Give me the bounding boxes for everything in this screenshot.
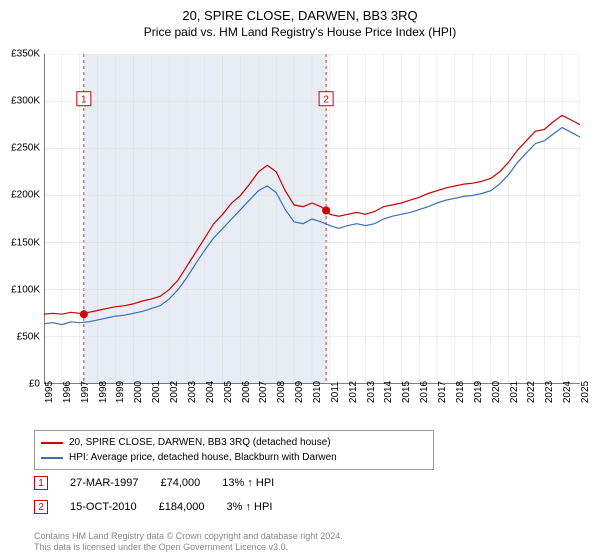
footer-line-2: This data is licensed under the Open Gov… xyxy=(34,542,343,554)
x-tick-label: 2003 xyxy=(187,381,198,403)
x-tick-label: 2019 xyxy=(473,381,484,403)
x-tick-label: 2008 xyxy=(276,381,287,403)
chart-title: 20, SPIRE CLOSE, DARWEN, BB3 3RQ xyxy=(0,0,600,23)
y-tick-label: £300K xyxy=(11,96,40,107)
sale-delta-1: 13% ↑ HPI xyxy=(222,477,274,489)
x-tick-label: 2005 xyxy=(223,381,234,403)
x-tick-label: 2024 xyxy=(562,381,573,403)
x-tick-label: 2025 xyxy=(580,381,591,403)
y-axis-labels: £0£50K£100K£150K£200K£250K£300K£350K xyxy=(0,54,44,384)
footer: Contains HM Land Registry data © Crown c… xyxy=(34,531,343,554)
x-tick-label: 1997 xyxy=(80,381,91,403)
x-tick-label: 2020 xyxy=(491,381,502,403)
legend-row-2: HPI: Average price, detached house, Blac… xyxy=(41,450,427,465)
x-tick-label: 2004 xyxy=(205,381,216,403)
x-tick-label: 2022 xyxy=(526,381,537,403)
sale-row-2: 2 15-OCT-2010 £184,000 3% ↑ HPI xyxy=(34,500,272,514)
chart-svg: 12 xyxy=(44,54,580,384)
x-tick-label: 2013 xyxy=(366,381,377,403)
x-tick-label: 2014 xyxy=(383,381,394,403)
x-tick-label: 1996 xyxy=(62,381,73,403)
y-tick-label: £150K xyxy=(11,237,40,248)
x-tick-label: 2009 xyxy=(294,381,305,403)
x-tick-label: 2023 xyxy=(544,381,555,403)
y-tick-label: £0 xyxy=(29,379,40,390)
x-tick-label: 2012 xyxy=(348,381,359,403)
legend-label-1: 20, SPIRE CLOSE, DARWEN, BB3 3RQ (detach… xyxy=(69,435,331,450)
svg-text:2: 2 xyxy=(323,95,329,106)
x-tick-label: 2007 xyxy=(258,381,269,403)
x-tick-label: 2010 xyxy=(312,381,323,403)
svg-text:1: 1 xyxy=(81,95,87,106)
x-tick-label: 2011 xyxy=(330,381,341,403)
chart-container: 20, SPIRE CLOSE, DARWEN, BB3 3RQ Price p… xyxy=(0,0,600,560)
y-tick-label: £350K xyxy=(11,49,40,60)
sale-price-1: £74,000 xyxy=(160,477,200,489)
x-tick-label: 2001 xyxy=(151,381,162,403)
sale-row-1: 1 27-MAR-1997 £74,000 13% ↑ HPI xyxy=(34,476,274,490)
x-tick-label: 2006 xyxy=(241,381,252,403)
legend-swatch-2 xyxy=(41,457,63,459)
x-tick-label: 2018 xyxy=(455,381,466,403)
sale-delta-2: 3% ↑ HPI xyxy=(227,501,273,513)
x-tick-label: 2015 xyxy=(401,381,412,403)
x-tick-label: 2016 xyxy=(419,381,430,403)
y-tick-label: £100K xyxy=(11,284,40,295)
y-tick-label: £200K xyxy=(11,190,40,201)
legend-label-2: HPI: Average price, detached house, Blac… xyxy=(69,450,337,465)
sale-marker-2: 2 xyxy=(34,500,48,514)
chart-subtitle: Price paid vs. HM Land Registry's House … xyxy=(0,23,600,45)
sale-price-2: £184,000 xyxy=(159,501,205,513)
y-tick-label: £50K xyxy=(17,331,40,342)
y-tick-label: £250K xyxy=(11,143,40,154)
sale-date-1: 27-MAR-1997 xyxy=(70,477,138,489)
x-tick-label: 2002 xyxy=(169,381,180,403)
legend: 20, SPIRE CLOSE, DARWEN, BB3 3RQ (detach… xyxy=(34,430,434,470)
x-tick-label: 1995 xyxy=(44,381,55,403)
footer-line-1: Contains HM Land Registry data © Crown c… xyxy=(34,531,343,543)
sale-date-2: 15-OCT-2010 xyxy=(70,501,137,513)
sale-marker-1: 1 xyxy=(34,476,48,490)
legend-row-1: 20, SPIRE CLOSE, DARWEN, BB3 3RQ (detach… xyxy=(41,435,427,450)
x-tick-label: 2021 xyxy=(509,381,520,403)
x-tick-label: 2017 xyxy=(437,381,448,403)
x-tick-label: 1999 xyxy=(115,381,126,403)
x-tick-label: 2000 xyxy=(133,381,144,403)
x-axis-labels: 1995199619971998199920002001200220032004… xyxy=(44,388,580,428)
x-tick-label: 1998 xyxy=(98,381,109,403)
legend-swatch-1 xyxy=(41,442,63,444)
plot-area: 12 xyxy=(44,54,580,384)
